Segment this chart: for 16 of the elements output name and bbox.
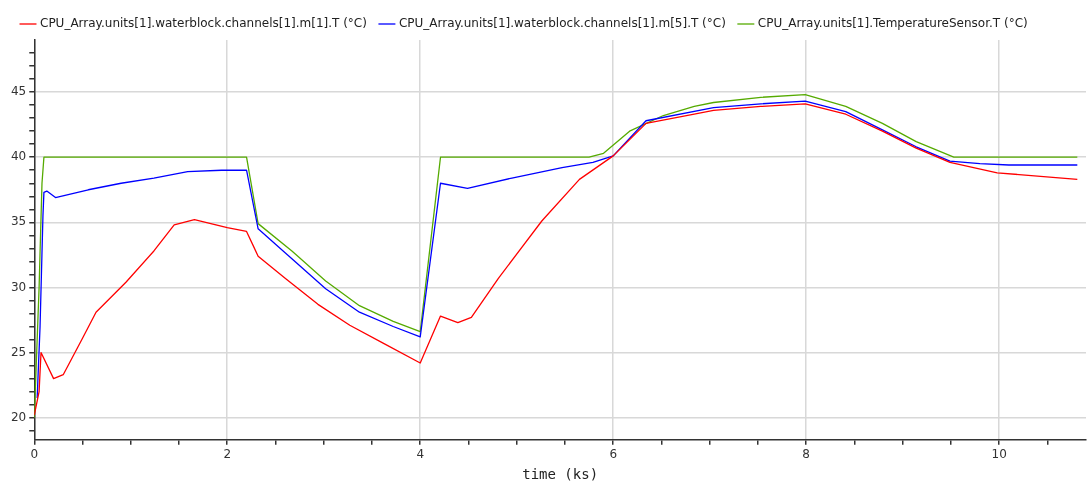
- x-tick-label: 2: [223, 447, 232, 462]
- x-axis-title: time (ks): [522, 466, 599, 483]
- x-tick-label: 4: [416, 447, 425, 462]
- legend-label: CPU_Array.units[1].waterblock.channels[1].m[5].T (°C): [398, 16, 726, 31]
- x-tick-label: 6: [609, 447, 618, 462]
- x-tick-label: 10: [991, 447, 1007, 462]
- y-tick-label: 40: [10, 149, 27, 164]
- y-tick-label: 45: [10, 84, 27, 99]
- y-tick-label: 35: [10, 214, 27, 229]
- y-tick-label: 25: [10, 344, 27, 359]
- y-tick-label: 20: [10, 409, 27, 424]
- x-tick-label: 8: [802, 447, 810, 462]
- y-tick-label: 30: [10, 279, 27, 294]
- x-tick-label: 0: [30, 447, 39, 462]
- legend-label: CPU_Array.units[1].TemperatureSensor.T (°C): [757, 16, 1028, 31]
- legend-label: CPU_Array.units[1].waterblock.channels[1].m[1].T (°C): [40, 16, 367, 31]
